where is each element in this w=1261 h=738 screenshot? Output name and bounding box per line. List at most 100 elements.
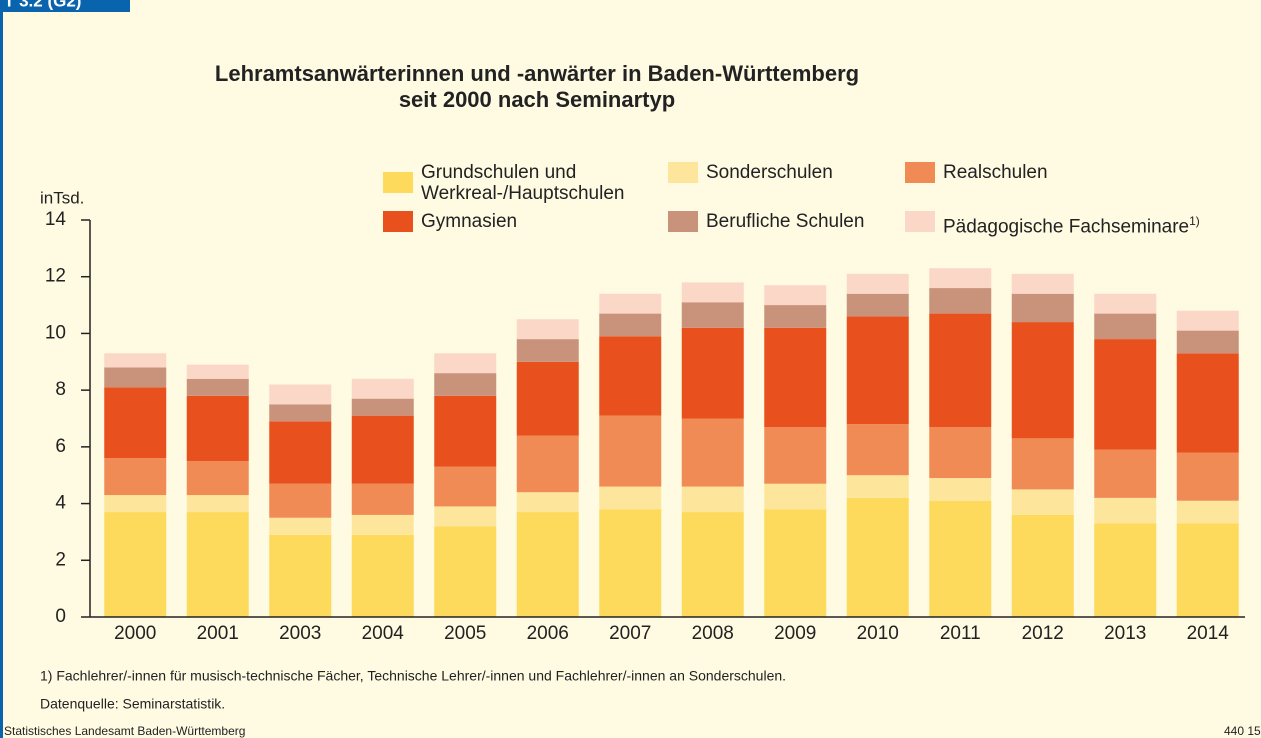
- footer-right: 440 15: [1224, 724, 1261, 738]
- bar-segment: [351, 534, 414, 617]
- legend-swatch: [383, 172, 413, 193]
- bar-segment: [434, 353, 497, 374]
- legend-item: Berufliche Schulen: [668, 211, 898, 232]
- left-border: [0, 0, 3, 738]
- bar-segment: [351, 398, 414, 416]
- bar-segment: [846, 273, 909, 294]
- bar-segment: [351, 378, 414, 399]
- bar-segment: [764, 305, 827, 328]
- bar-segment: [269, 421, 332, 484]
- bar-segment: [846, 293, 909, 317]
- chart-title: Lehramtsanwärterinnen und -anwärter in B…: [215, 61, 859, 86]
- x-tick-label: 2014: [1187, 623, 1230, 644]
- x-tick-label: 2013: [1104, 623, 1146, 644]
- bar-segment: [764, 509, 827, 617]
- bar-segment: [1011, 489, 1074, 515]
- bar-segment: [1094, 523, 1157, 617]
- bar-segment: [681, 282, 744, 303]
- legend-label: Pädagogische Fachseminare1): [943, 211, 1200, 237]
- bar-segment: [1011, 273, 1074, 294]
- bar-segment: [104, 367, 167, 388]
- bar-segment: [1011, 514, 1074, 617]
- legend-text: Pädagogische Fachseminare: [943, 216, 1190, 238]
- bar-segment: [516, 319, 579, 340]
- bar-segment: [434, 373, 497, 396]
- bar-segment: [269, 534, 332, 617]
- bar-segment: [1176, 500, 1239, 524]
- bar-segment: [434, 506, 497, 527]
- bar-segment: [351, 483, 414, 515]
- bar-segment: [1094, 339, 1157, 450]
- bar-segment: [929, 313, 992, 428]
- y-tick-label: 10: [45, 322, 66, 343]
- legend-swatch: [905, 162, 935, 183]
- bar-segment: [1176, 452, 1239, 501]
- y-tick-label: 4: [55, 493, 66, 514]
- bar-segment: [929, 500, 992, 617]
- footnote: 1) Fachlehrer/-innen für musisch-technis…: [40, 668, 786, 684]
- bar-segment: [929, 268, 992, 289]
- bar-segment: [351, 415, 414, 484]
- y-tick-label: 12: [45, 266, 66, 287]
- legend-item: Realschulen: [905, 162, 1235, 183]
- footer-left: Statistisches Landesamt Baden-Württember…: [4, 724, 245, 738]
- bar-segment: [104, 387, 167, 459]
- bar-segment: [186, 512, 249, 617]
- bar-segment: [516, 492, 579, 513]
- legend-item: Gymnasien: [383, 211, 643, 232]
- y-tick-label: 14: [45, 209, 67, 230]
- bar-segment: [764, 427, 827, 484]
- bar-segment: [269, 483, 332, 518]
- legend-item: Sonderschulen: [668, 162, 888, 183]
- legend-item: Pädagogische Fachseminare1): [905, 211, 1235, 237]
- bar-segment: [1011, 293, 1074, 323]
- legend-swatch: [905, 211, 935, 232]
- x-tick-label: 2012: [1022, 623, 1064, 644]
- bar-segment: [269, 384, 332, 405]
- bar-segment: [599, 509, 662, 617]
- legend-label: Realschulen: [943, 162, 1048, 183]
- legend-text: Grundschulen und Werkreal-/Hauptschulen: [421, 162, 625, 204]
- bar-segment: [1011, 322, 1074, 439]
- bar-segment: [104, 512, 167, 617]
- x-tick-label: 2004: [362, 623, 405, 644]
- bar-segment: [269, 404, 332, 422]
- bar-segment: [846, 424, 909, 476]
- bar-segment: [1094, 293, 1157, 314]
- x-tick-label: 2006: [527, 623, 569, 644]
- bar-segment: [764, 285, 827, 306]
- legend-label: Berufliche Schulen: [706, 211, 864, 232]
- bar-segment: [929, 427, 992, 479]
- legend-text: Sonderschulen: [706, 162, 833, 183]
- x-tick-label: 2003: [279, 623, 321, 644]
- legend-label: Gymnasien: [421, 211, 517, 232]
- x-tick-label: 2009: [774, 623, 816, 644]
- bar-segment: [186, 395, 249, 462]
- bar-segment: [599, 336, 662, 416]
- bar-segment: [186, 461, 249, 496]
- bar-segment: [681, 302, 744, 328]
- bar-segment: [1094, 497, 1157, 524]
- bar-segment: [599, 293, 662, 314]
- bar-segment: [1176, 353, 1239, 453]
- bar-segment: [599, 415, 662, 487]
- bar-segment: [1176, 330, 1239, 354]
- legend-text: Gymnasien: [421, 211, 518, 232]
- bar-segment: [846, 475, 909, 498]
- y-tick-label: 2: [55, 549, 66, 570]
- bar-segment: [351, 514, 414, 535]
- chart-title: seit 2000 nach Seminartyp: [399, 87, 675, 112]
- legend-text: Berufliche Schulen: [706, 211, 865, 232]
- x-tick-label: 2001: [197, 623, 239, 644]
- bar-segment: [929, 288, 992, 314]
- bar-segment: [516, 339, 579, 362]
- bar-segment: [516, 361, 579, 436]
- bar-segment: [269, 517, 332, 535]
- bar-segment: [186, 364, 249, 379]
- y-tick-label: 6: [55, 436, 66, 457]
- bar-segment: [104, 458, 167, 496]
- bar-segment: [681, 486, 744, 513]
- bar-segment: [434, 395, 497, 467]
- bar-segment: [764, 483, 827, 510]
